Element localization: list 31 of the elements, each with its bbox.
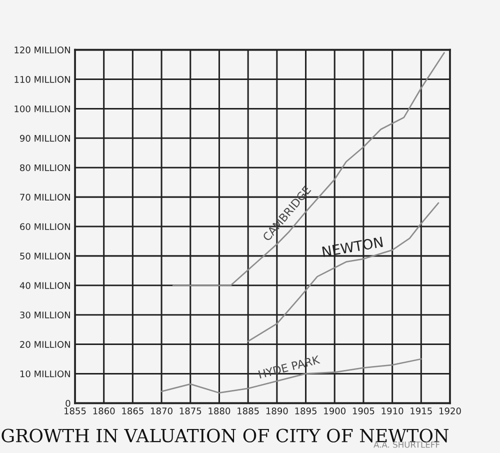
x-tick-label: 1910 — [382, 407, 404, 414]
y-tick-label: 50 MILLION — [20, 252, 70, 260]
line-series — [172, 52, 445, 286]
y-tick-label: 120 MILLION — [14, 46, 70, 54]
y-tick-label: 70 MILLION — [20, 194, 70, 201]
x-tick-label: 1905 — [352, 407, 374, 414]
x-tick-label: 1920 — [440, 407, 461, 414]
x-tick-label: 1860 — [93, 407, 115, 414]
x-tick-label: 1855 — [64, 407, 86, 414]
x-tick-label: 1875 — [180, 407, 202, 414]
y-tick-label: 60 MILLION — [20, 223, 70, 230]
text: GROWTH IN VALUATION OF CITY OF NEWTON — [2, 428, 449, 442]
x-tick-label: 1900 — [324, 407, 346, 414]
y-tick-label: 90 MILLION — [20, 134, 70, 142]
text: HYDE PARK — [258, 355, 320, 378]
y-tick-label: 10 MILLION — [20, 370, 70, 378]
y-tick-label: 40 MILLION — [20, 282, 70, 289]
x-tick-label: 1865 — [122, 407, 144, 414]
y-tick-label: 110 MILLION — [14, 76, 70, 83]
x-tick-label: 1885 — [238, 407, 259, 414]
y-tick-label: 20 MILLION — [20, 341, 70, 348]
x-tick-label: 1895 — [295, 407, 316, 414]
y-tick-label: 0 — [66, 400, 70, 407]
x-tick-label: 1915 — [410, 407, 432, 414]
x-tick-label: 1880 — [208, 407, 230, 414]
text: A.A. SHURTLEFF — [374, 441, 440, 448]
y-tick-label: 100 MILLION — [14, 105, 70, 112]
x-tick-label: 1870 — [151, 407, 172, 414]
x-tick-label: 1890 — [266, 407, 288, 414]
y-tick-label: 80 MILLION — [20, 164, 70, 172]
y-tick-label: 30 MILLION — [20, 312, 70, 318]
